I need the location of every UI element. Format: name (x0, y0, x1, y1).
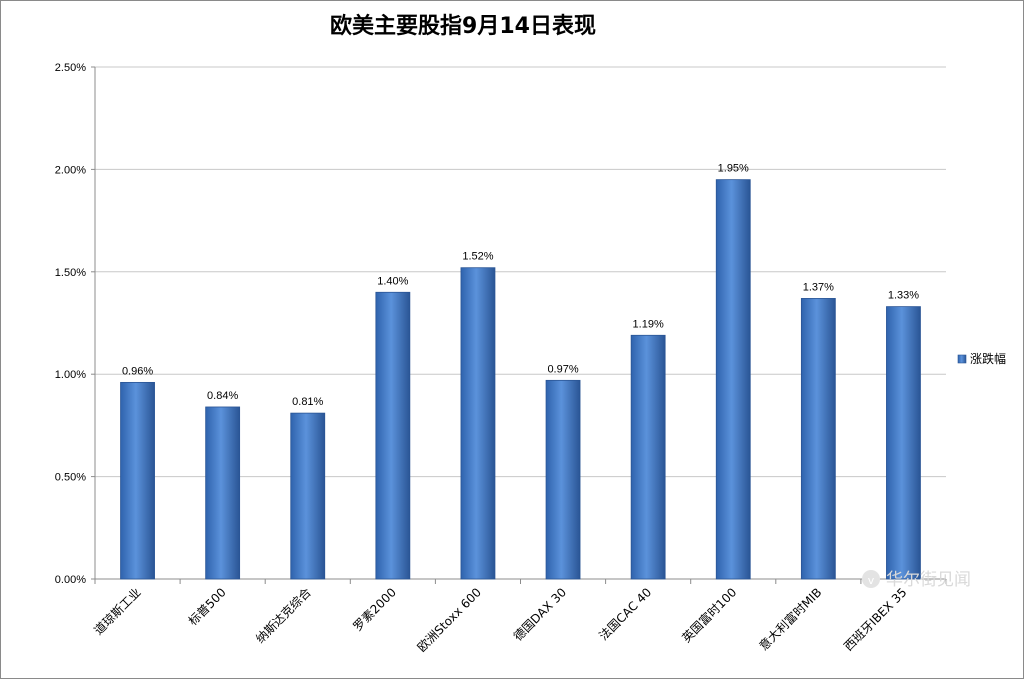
data-labels: 0.96% 0.84% 0.81% 1.40% 1.52% 0.97% 1.19% 1.95%… (122, 163, 919, 408)
category-label-8: 英国富时100 (679, 585, 740, 646)
category-label-7: 法国CAC 40 (596, 585, 654, 643)
data-label-9: 1.37% (803, 281, 834, 293)
data-label-7: 1.19% (633, 318, 664, 330)
wallstreetcn-logo-icon (862, 570, 880, 588)
category-label-6: 德国DAX 30 (510, 585, 569, 644)
bar-5 (460, 267, 496, 580)
data-label-2: 0.84% (207, 390, 238, 402)
y-tick-label: 2.50% (55, 62, 86, 74)
category-label-3: 纳斯达克综合 (252, 585, 314, 647)
bar-10 (886, 306, 921, 580)
bar-2 (205, 406, 241, 580)
bar-4 (375, 291, 411, 580)
legend-swatch (957, 354, 967, 364)
y-tick-label: 2.00% (55, 164, 86, 176)
bar-6 (545, 379, 581, 580)
chart-title: 欧美主要股指9月14日表现 (330, 13, 596, 39)
data-label-8: 1.95% (718, 163, 749, 175)
data-label-5: 1.52% (462, 251, 493, 263)
y-axis-tick-labels: 0.00% 0.50% 1.00% 1.50% 2.00% 2.50% (55, 62, 86, 586)
legend-label-series-1: 涨跌幅 (970, 351, 1006, 366)
data-label-6: 0.97% (547, 363, 578, 375)
category-label-10: 西班牙IBEX 35 (841, 585, 909, 653)
legend: 涨跌幅 (957, 351, 1006, 366)
y-tick-label: 0.50% (55, 472, 86, 484)
y-tick-label: 1.50% (55, 267, 86, 279)
category-label-5: 欧洲Stoxx 600 (415, 585, 484, 654)
bar-1 (120, 381, 155, 580)
data-label-3: 0.81% (292, 396, 323, 408)
bars (120, 179, 921, 580)
data-label-10: 1.33% (888, 290, 919, 302)
watermark-text: 华尔街见闻 (886, 570, 971, 590)
bar-9 (800, 298, 836, 580)
bar-8 (715, 179, 751, 580)
category-label-1: 道琼斯工业 (91, 585, 144, 638)
bar-7 (630, 334, 666, 580)
category-label-9: 意大利富时MIB (756, 585, 825, 654)
category-label-2: 标普500 (186, 585, 229, 628)
data-label-1: 0.96% (122, 365, 153, 377)
y-tick-label: 0.00% (55, 574, 86, 586)
bar-3 (290, 412, 326, 580)
data-label-4: 1.40% (377, 275, 408, 287)
watermark-logo-glyph: v (868, 574, 875, 587)
x-axis-category-labels: 道琼斯工业 标普500 纳斯达克综合 罗素2000 欧洲Stoxx 600 德国DAX 3… (91, 585, 910, 655)
watermark: v 华尔街见闻 (862, 570, 971, 590)
y-tick-label: 1.00% (55, 369, 86, 381)
category-label-4: 罗素2000 (351, 585, 399, 633)
